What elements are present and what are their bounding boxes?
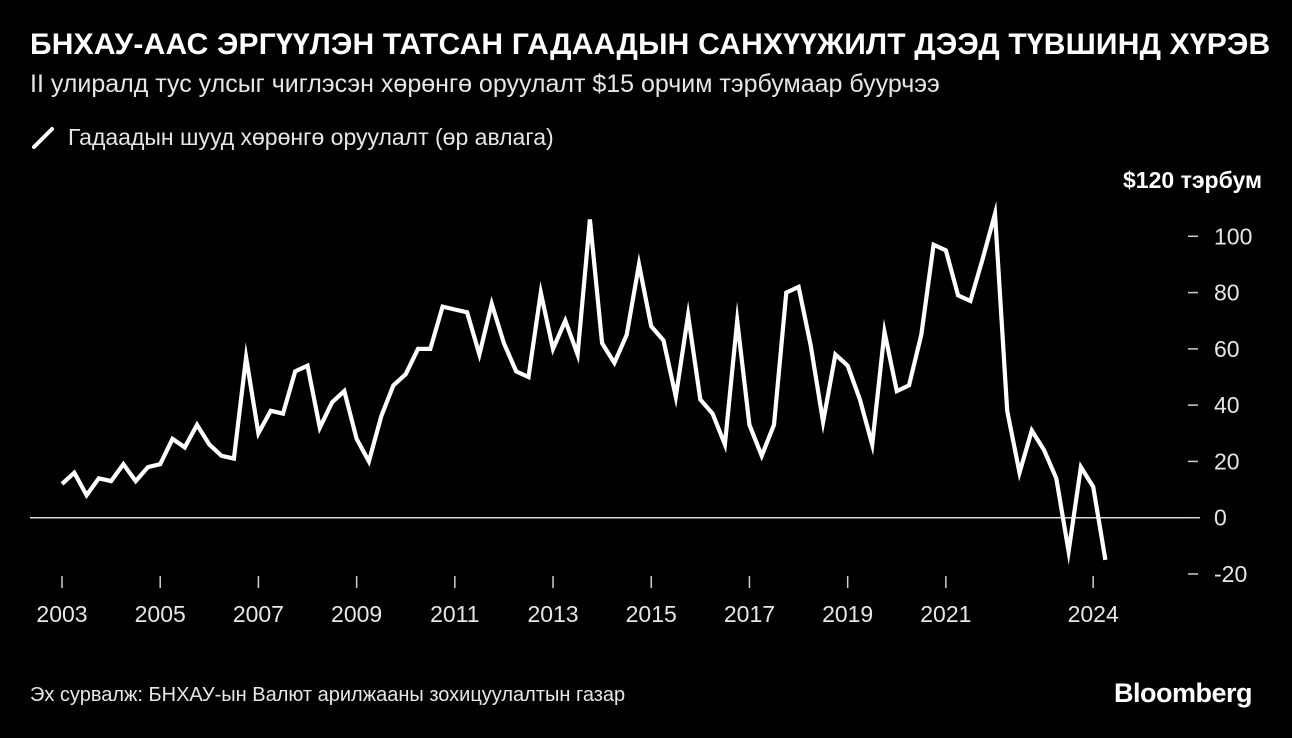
axis-layer: $120 тэрбум 100 80 60 40 20 0 -20 2003 2005 2007 20… — [30, 167, 1262, 627]
chart-subtitle: II улиралд тус улсыг чиглэсэн хөрөнгө ор… — [30, 70, 940, 98]
y-tick-label: -20 — [1214, 561, 1247, 587]
x-tick-label: 2005 — [135, 601, 186, 627]
legend: Гадаадын шууд хөрөнгө оруулалт (өр авлаг… — [30, 124, 554, 151]
x-tick-label: 2007 — [233, 601, 284, 627]
bloomberg-logo: Bloomberg — [1113, 678, 1253, 708]
x-tick-label: 2015 — [626, 601, 677, 627]
y-tick-label: 60 — [1214, 336, 1240, 362]
series-line-fdi — [60, 201, 1108, 566]
y-tick-label: 100 — [1214, 223, 1252, 249]
x-tick-label: 2017 — [724, 601, 775, 627]
legend-line-icon — [32, 126, 54, 149]
x-tick-label: 2009 — [331, 601, 382, 627]
x-tick-label: 2019 — [822, 601, 873, 627]
legend-label: Гадаадын шууд хөрөнгө оруулалт (өр авлаг… — [68, 124, 554, 150]
y-axis-unit-label: $120 тэрбум — [1123, 167, 1262, 193]
series-layer — [60, 201, 1108, 566]
y-tick-label: 80 — [1214, 280, 1240, 306]
y-tick-label: 0 — [1214, 505, 1227, 531]
x-tick-label: 2011 — [430, 601, 479, 627]
source-note: Эх сурвалж: БНХАУ-ын Валют арилжааны зох… — [30, 684, 626, 706]
y-tick-label: 20 — [1214, 448, 1240, 474]
y-tick-label: 40 — [1214, 392, 1240, 418]
x-tick-label: 2003 — [36, 601, 87, 627]
x-tick-label: 2024 — [1068, 601, 1119, 627]
chart-title: БНХАУ-ААС ЭРГҮҮЛЭН ТАТСАН ГАДААДЫН САНХҮ… — [30, 28, 1271, 61]
x-tick-label: 2013 — [527, 601, 578, 627]
x-tick-label: 2021 — [920, 601, 971, 627]
